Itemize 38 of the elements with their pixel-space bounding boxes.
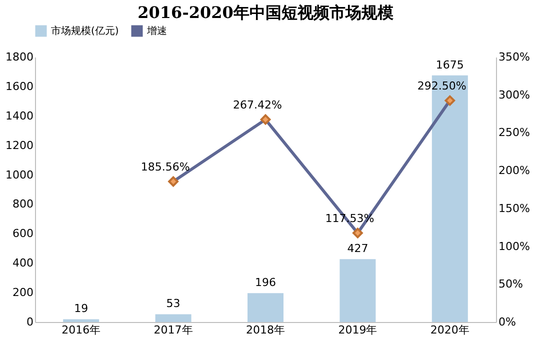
chart-title: 2016-2020年中国短视频市场规模	[138, 3, 394, 22]
y-tick-label: 0	[26, 316, 34, 328]
y-tick-label: 1600	[6, 80, 34, 93]
data-label: 19	[74, 302, 88, 316]
data-label: 427	[347, 242, 368, 256]
data-label: 53	[166, 297, 180, 310]
bar	[155, 314, 192, 322]
y-tick-label: 1400	[6, 109, 34, 122]
y-tick-label: 1800	[6, 50, 34, 64]
y2-tick-label: 0%	[498, 316, 516, 328]
y2-tick-label: 200%	[498, 164, 530, 178]
bar	[248, 293, 284, 322]
x-tick-label: 2016年	[62, 324, 101, 336]
y2-tick-label: 250%	[498, 126, 530, 140]
data-label: 267.42%	[233, 98, 282, 112]
x-tick-label: 2020年	[430, 324, 470, 336]
legend-label: 市场规模(亿元)	[51, 25, 119, 37]
data-label: 196	[255, 276, 276, 290]
y2-tick-label: 350%	[498, 50, 530, 64]
y-tick-label: 1200	[6, 138, 34, 152]
data-label: 185.56%	[140, 160, 190, 174]
x-tick-label: 2018年	[246, 324, 285, 336]
data-label: 1675	[436, 58, 464, 72]
y2-tick-label: 300%	[498, 88, 530, 102]
y-tick-label: 200	[12, 286, 34, 300]
y2-tick-label: 50%	[498, 278, 523, 291]
y2-tick-label: 150%	[498, 202, 530, 215]
y-tick-label: 400	[12, 256, 34, 270]
data-label: 292.50%	[417, 80, 466, 93]
bar	[63, 319, 100, 322]
x-tick-label: 2019年	[338, 324, 378, 336]
bar	[340, 259, 376, 322]
y-tick-label: 1000	[6, 168, 34, 182]
legend-label: 增速	[146, 25, 167, 37]
x-tick-label: 2017年	[154, 324, 193, 336]
y2-tick-label: 100%	[498, 240, 530, 253]
y-tick-label: 800	[12, 198, 34, 211]
y-tick-label: 600	[12, 227, 34, 240]
